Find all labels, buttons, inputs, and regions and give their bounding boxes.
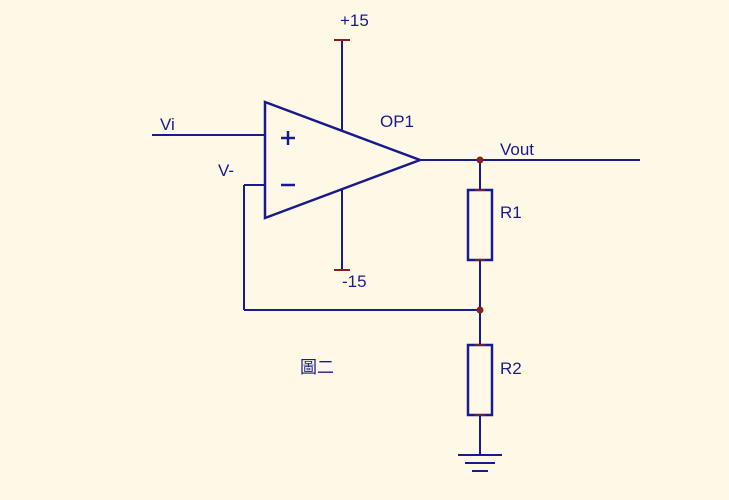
figure-title: 圖二 bbox=[300, 358, 334, 377]
label-v-minus: V- bbox=[218, 161, 234, 180]
resistor-r2 bbox=[468, 345, 492, 415]
junction-0 bbox=[477, 157, 484, 164]
label-op1: OP1 bbox=[380, 112, 414, 131]
label-minus15: -15 bbox=[342, 272, 367, 291]
label-vi: Vi bbox=[160, 115, 175, 134]
resistor-r1 bbox=[468, 190, 492, 260]
opamp-circuit-schematic: Vi Vout OP1 V- +15 -15 R1 R2 圖二 bbox=[0, 0, 729, 500]
label-plus15: +15 bbox=[340, 11, 369, 30]
label-r2: R2 bbox=[500, 359, 522, 378]
junction-1 bbox=[477, 307, 484, 314]
label-r1: R1 bbox=[500, 203, 522, 222]
label-vout: Vout bbox=[500, 140, 534, 159]
